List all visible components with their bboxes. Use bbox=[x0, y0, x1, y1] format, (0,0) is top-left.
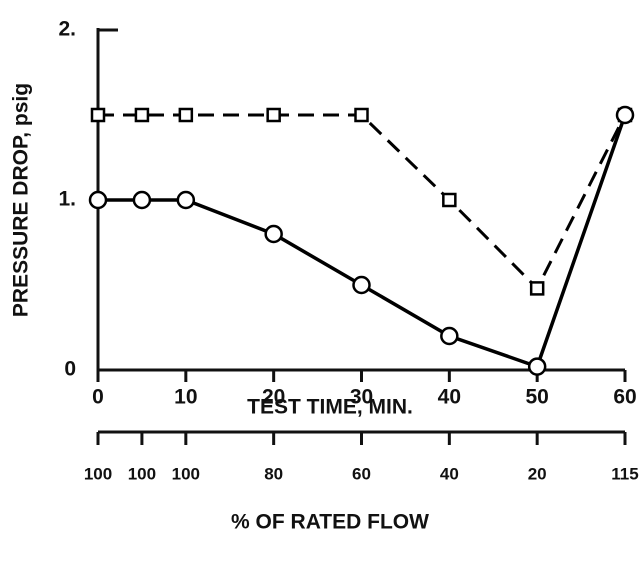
x2-tick-label: 115 bbox=[611, 464, 638, 483]
square-marker bbox=[266, 107, 281, 123]
y-tick-label: 0 bbox=[64, 358, 76, 381]
circle-marker bbox=[440, 326, 459, 346]
square-marker bbox=[529, 281, 545, 296]
x2-tick-label: 80 bbox=[264, 464, 283, 483]
circle-marker bbox=[176, 190, 196, 210]
circle-marker bbox=[132, 190, 152, 210]
x-axis-label: TEST TIME, MIN. bbox=[247, 396, 413, 419]
x2-tick-label: 100 bbox=[128, 464, 156, 483]
circle-marker bbox=[88, 190, 108, 210]
square-marker bbox=[134, 107, 150, 123]
x2-tick-label: 20 bbox=[528, 464, 547, 483]
square-marker bbox=[90, 107, 106, 123]
circle-marker bbox=[352, 275, 371, 295]
x-tick-label: 60 bbox=[613, 386, 636, 409]
series-line bbox=[98, 113, 627, 291]
x2-tick-label: 100 bbox=[84, 464, 112, 483]
x-tick-label: 40 bbox=[438, 386, 461, 409]
y-tick-label: 2. bbox=[58, 18, 76, 41]
series-line bbox=[98, 114, 627, 369]
square-marker bbox=[442, 192, 457, 208]
x-tick-label: 50 bbox=[525, 386, 548, 409]
x-tick-label: 20 bbox=[262, 386, 285, 409]
x-tick-label: 30 bbox=[350, 386, 373, 409]
square-marker bbox=[354, 107, 369, 123]
square-marker bbox=[178, 107, 194, 123]
circle-marker bbox=[527, 357, 547, 376]
x2-tick-label: 60 bbox=[352, 464, 371, 483]
x2-tick-label: 40 bbox=[440, 464, 459, 483]
x-tick-label: 10 bbox=[174, 386, 197, 409]
circle-marker bbox=[264, 224, 283, 244]
x2-axis-label: % OF RATED FLOW bbox=[231, 511, 429, 534]
circle-marker bbox=[615, 105, 635, 125]
y-tick-label: 1. bbox=[58, 188, 76, 211]
x-tick-label: 0 bbox=[92, 386, 104, 409]
y-axis-label: PRESSURE DROP, psig bbox=[10, 83, 33, 317]
x2-tick-label: 100 bbox=[172, 464, 200, 483]
